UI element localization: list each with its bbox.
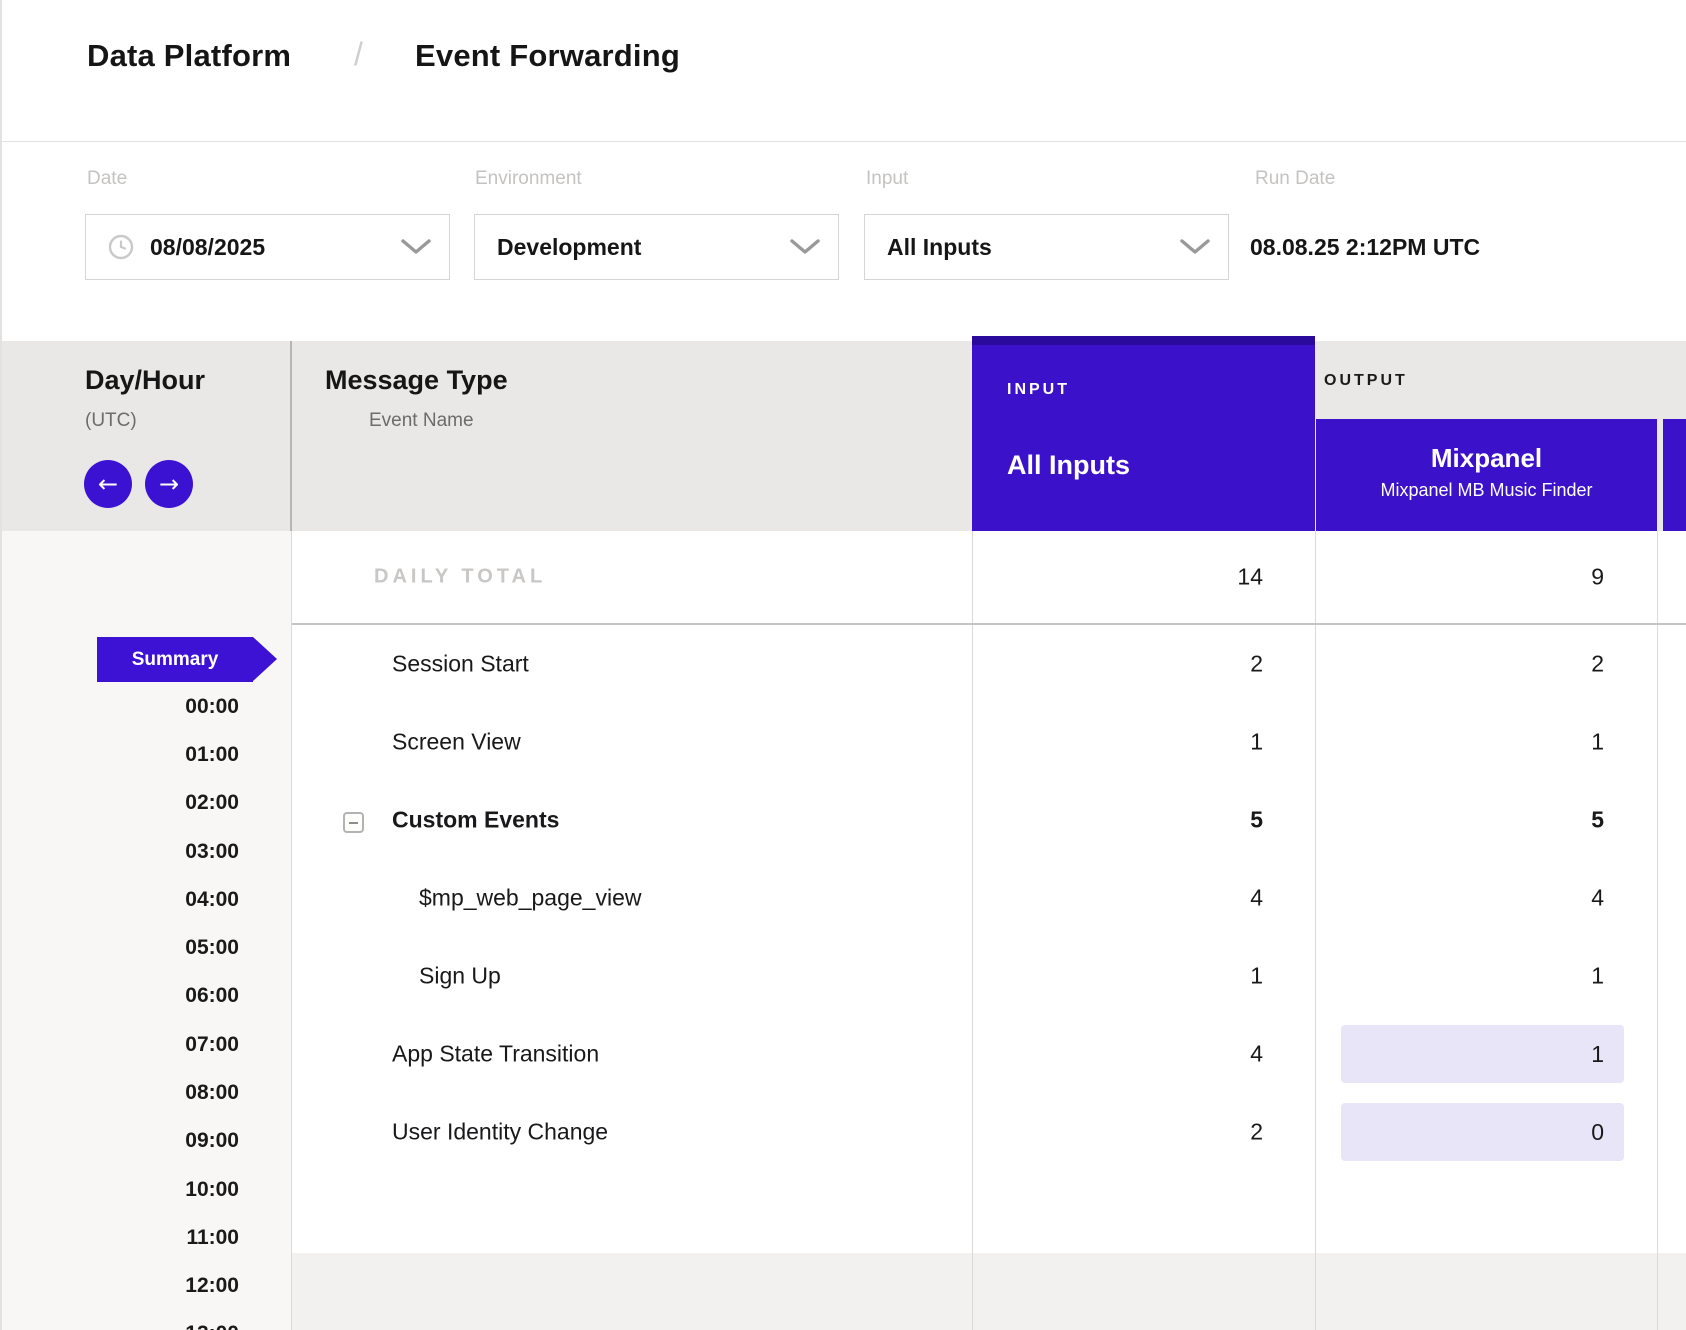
- table-row: Screen View 1 1: [292, 703, 1686, 781]
- input-column-header[interactable]: INPUT All Inputs: [972, 336, 1315, 531]
- input-count: 2: [1250, 650, 1263, 677]
- output-name: Mixpanel: [1430, 443, 1543, 473]
- run-date-label: Run Date: [1255, 168, 1336, 189]
- table-row: App State Transition 4 1: [292, 1015, 1686, 1093]
- hour-label[interactable]: 11:00: [186, 1226, 239, 1249]
- event-name: Sign Up: [419, 962, 501, 989]
- input-dropdown[interactable]: All Inputs: [864, 214, 1229, 280]
- table-row: Custom Events 5 5: [292, 781, 1686, 859]
- daily-total-row: DAILY TOTAL 14 9: [292, 531, 1686, 625]
- breadcrumb-separator: /: [354, 36, 364, 72]
- input-filter-label: Input: [866, 168, 909, 189]
- clock-icon: [108, 234, 134, 260]
- chevron-down-icon: [790, 239, 820, 255]
- input-count: 4: [1250, 1040, 1263, 1067]
- arrow-left-icon: ←: [97, 470, 119, 498]
- event-name: Screen View: [392, 728, 521, 755]
- grid-footer-area: [292, 1253, 1686, 1330]
- daily-total-output-count: 9: [1591, 563, 1604, 590]
- breadcrumb-section[interactable]: Data Platform: [87, 38, 292, 73]
- hour-label[interactable]: 02:00: [185, 791, 239, 814]
- output-count: 5: [1591, 806, 1604, 833]
- table-row: User Identity Change 2 0: [292, 1093, 1686, 1171]
- input-count: 2: [1250, 1118, 1263, 1145]
- output-column-label: OUTPUT: [1324, 372, 1408, 389]
- mixpanel-column-header[interactable]: Mixpanel Mixpanel MB Music Finder: [1316, 419, 1657, 531]
- output-count: 4: [1591, 884, 1604, 911]
- hour-label[interactable]: 04:00: [185, 888, 239, 911]
- utc-label: (UTC): [85, 410, 137, 431]
- output-count: 2: [1591, 650, 1604, 677]
- input-value: All Inputs: [887, 233, 992, 260]
- hour-label[interactable]: 00:00: [185, 695, 239, 718]
- input-count: 5: [1250, 806, 1263, 833]
- input-count: 1: [1250, 962, 1263, 989]
- hour-label[interactable]: 07:00: [185, 1033, 239, 1056]
- event-name-subheader: Event Name: [369, 410, 474, 431]
- daily-total-label: DAILY TOTAL: [374, 565, 547, 588]
- day-hour-header: Day/Hour: [85, 365, 206, 395]
- hour-label[interactable]: 09:00: [185, 1129, 239, 1152]
- next-output-column-header[interactable]: [1663, 419, 1686, 531]
- environment-value: Development: [497, 233, 642, 260]
- output-count: 1: [1591, 962, 1604, 989]
- input-column-selected: All Inputs: [1007, 450, 1130, 480]
- environment-filter-label: Environment: [475, 168, 582, 189]
- output-subtitle: Mixpanel MB Music Finder: [1380, 480, 1593, 500]
- chevron-down-icon: [1180, 239, 1210, 255]
- column-divider: [290, 341, 292, 531]
- column-divider: [1315, 531, 1316, 1330]
- hour-label[interactable]: 01:00: [185, 743, 239, 766]
- hour-label[interactable]: 08:00: [185, 1081, 239, 1104]
- date-filter-label: Date: [87, 168, 128, 189]
- chevron-down-icon: [401, 239, 431, 255]
- environment-dropdown[interactable]: Development: [474, 214, 839, 280]
- column-divider: [291, 531, 292, 1330]
- next-day-button[interactable]: →: [145, 460, 193, 508]
- hour-label[interactable]: 05:00: [185, 936, 239, 959]
- run-date-value: 08.08.25 2:12PM UTC: [1250, 234, 1481, 260]
- input-count: 4: [1250, 884, 1263, 911]
- hour-label[interactable]: 10:00: [185, 1178, 239, 1201]
- input-column-label: INPUT: [1007, 381, 1070, 398]
- hour-label[interactable]: 12:00: [185, 1274, 239, 1297]
- hour-label[interactable]: 13:00: [2, 1322, 239, 1330]
- event-name: Session Start: [392, 650, 529, 677]
- daily-total-input-count: 14: [1237, 563, 1263, 590]
- message-type-header: Message Type: [325, 365, 508, 395]
- input-count: 1: [1250, 728, 1263, 755]
- hour-label[interactable]: 03:00: [185, 840, 239, 863]
- event-name: App State Transition: [392, 1040, 600, 1067]
- hour-label[interactable]: 06:00: [185, 984, 239, 1007]
- breadcrumb: Data Platform / Event Forwarding: [2, 0, 1686, 142]
- column-divider: [972, 531, 973, 1330]
- table-row: Session Start 2 2: [292, 625, 1686, 703]
- arrow-right-icon: →: [158, 470, 180, 498]
- previous-day-button[interactable]: ←: [84, 460, 132, 508]
- date-value: 08/08/2025: [150, 233, 266, 260]
- pending-output-cell: 1: [1341, 1025, 1624, 1083]
- custom-events-collapse-icon[interactable]: [343, 812, 364, 833]
- event-name: Custom Events: [392, 806, 560, 833]
- output-count: 1: [1591, 728, 1604, 755]
- date-dropdown[interactable]: 08/08/2025: [85, 214, 450, 280]
- summary-tab[interactable]: Summary: [97, 637, 277, 682]
- table-row: $mp_web_page_view 4 4: [292, 859, 1686, 937]
- page-title: Event Forwarding: [415, 38, 681, 73]
- event-name: $mp_web_page_view: [419, 884, 642, 911]
- table-row: Sign Up 1 1: [292, 937, 1686, 1015]
- event-name: User Identity Change: [392, 1118, 609, 1145]
- column-divider: [1657, 531, 1658, 1330]
- pending-output-cell: 0: [1341, 1103, 1624, 1161]
